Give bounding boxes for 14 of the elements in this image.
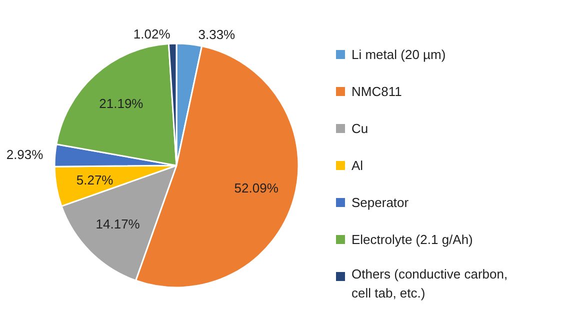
legend-label: Al — [352, 158, 364, 173]
legend-label: Cu — [352, 121, 368, 136]
legend-label: Seperator — [352, 195, 410, 210]
data-label: 3.33% — [198, 26, 236, 42]
legend-label: NMC811 — [352, 84, 402, 99]
data-label: 14.17% — [96, 216, 140, 232]
data-label: 1.02% — [133, 26, 171, 42]
data-label: 2.93% — [6, 147, 44, 162]
data-label: 21.19% — [99, 96, 144, 112]
legend-label: Electrolyte (2.1 g/Ah) — [352, 232, 473, 247]
data-label: 5.27% — [76, 172, 114, 188]
legend-label: Li metal (20 µm) — [352, 47, 446, 62]
legend-label: Others (conductive carbon, cell tab, etc.) — [352, 266, 508, 300]
data-label: 52.09% — [234, 180, 279, 196]
